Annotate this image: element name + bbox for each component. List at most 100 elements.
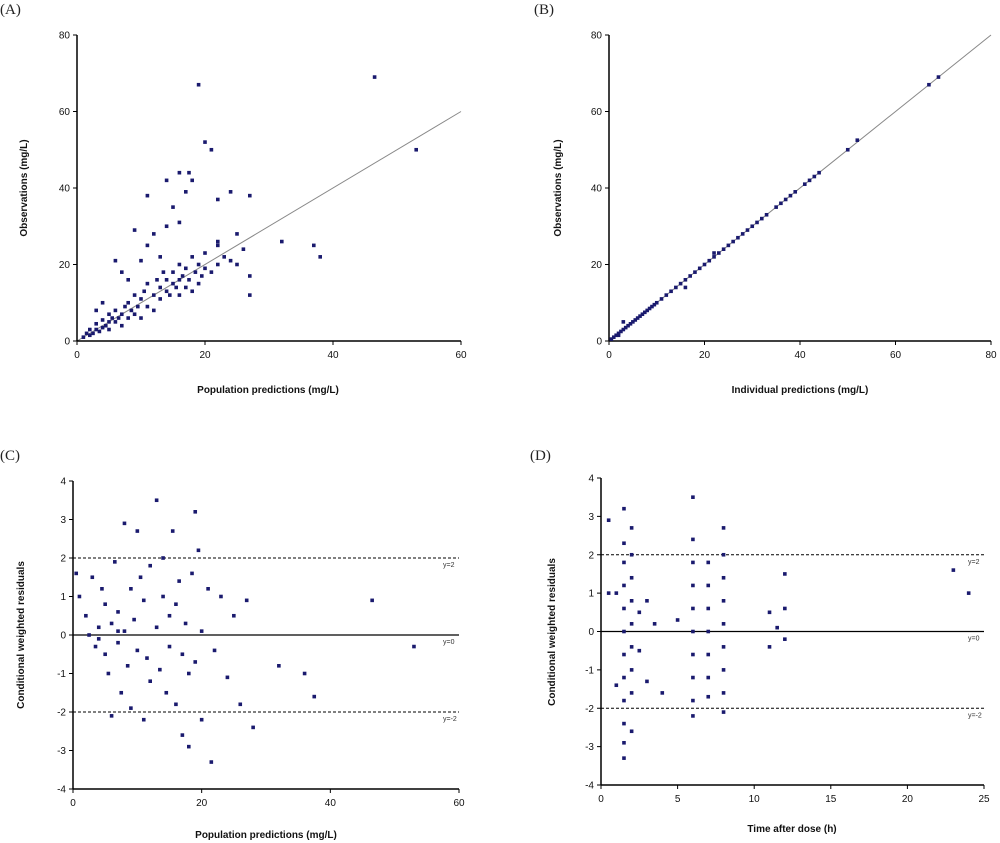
panel-d-data-point xyxy=(622,506,626,511)
panel-a-y-tick-label: 40 xyxy=(59,184,71,195)
panel-a-data-point xyxy=(209,270,214,274)
panel-b-data-point xyxy=(736,235,740,240)
panel-a-data-point xyxy=(104,323,108,328)
panel-d-y-tick-label: 2 xyxy=(588,550,594,561)
panel-d-data-point xyxy=(622,560,626,565)
panel-a-data-point xyxy=(203,140,207,144)
panel-b-data-point xyxy=(788,193,793,198)
panel-d-data-point xyxy=(783,606,787,611)
panel-a-data-point xyxy=(171,281,175,286)
panel-b-data-point xyxy=(635,316,640,320)
panel-a-data-point xyxy=(81,335,86,339)
panel-c-data-point xyxy=(109,621,114,626)
panel-b-data-point xyxy=(616,331,621,336)
panel-d-data-point xyxy=(614,683,619,688)
panel-a-data-point xyxy=(216,262,220,267)
panel-a-data-point xyxy=(228,258,233,263)
panel-a-x-tick-label: 40 xyxy=(327,350,339,361)
panel-a-data-point xyxy=(136,304,140,309)
panel-b-data-point xyxy=(845,147,850,152)
panel-c-data-point xyxy=(129,706,133,710)
panel-a-data-point xyxy=(171,205,175,209)
panel-d-x-tick-label: 10 xyxy=(749,794,761,805)
panel-d-data-point xyxy=(691,537,695,542)
panel-d-x-tick-label: 5 xyxy=(675,794,681,805)
panel-a-ylabel: Observations (mg/L) xyxy=(19,139,30,236)
panel-b-data-point xyxy=(664,293,669,297)
panel-a-data-point xyxy=(107,327,111,332)
panel-d-data-point xyxy=(721,710,726,714)
panel-d-data-point xyxy=(629,691,634,695)
panel-d-data-point xyxy=(721,668,726,672)
panel-b-data-point xyxy=(779,201,783,206)
panel-a-data-point xyxy=(200,274,204,278)
panel-c-data-point xyxy=(174,702,178,707)
panel-c-data-point xyxy=(187,744,191,749)
panel-c-reference-label: y=-2 xyxy=(443,716,457,723)
panel-c-data-point xyxy=(161,594,165,599)
panel-d-data-point xyxy=(637,610,642,615)
panel-b-data-point xyxy=(609,337,614,341)
panel-c-y-tick-label: -4 xyxy=(57,785,66,796)
panel-a-data-point xyxy=(312,243,316,248)
panel-c-data-point xyxy=(141,717,146,722)
panel-a-label: (A) xyxy=(0,2,21,18)
panel-a-data-point xyxy=(177,262,182,267)
panel-a-data-point xyxy=(190,289,194,294)
panel-d-data-point xyxy=(691,495,695,499)
panel-c-data-point xyxy=(190,571,194,576)
panel-c-data-point xyxy=(161,556,165,560)
panel-c-data-point xyxy=(141,598,146,603)
panel-c-data-point xyxy=(96,637,101,641)
panel-c-y-tick-label: -3 xyxy=(57,746,66,757)
panel-a-identity-line xyxy=(76,111,462,342)
panel-d-x-tick-label: 0 xyxy=(598,794,604,805)
panel-b-data-point xyxy=(633,318,638,322)
panel-d-y-tick-label: -4 xyxy=(585,781,594,792)
panel-a-data-point xyxy=(84,331,89,336)
panel-a-data-point xyxy=(110,316,114,320)
panel-c-data-point xyxy=(277,664,281,668)
panel-c-data-point xyxy=(206,587,210,591)
panel-a-data-point xyxy=(180,274,185,278)
panel-a-data-point xyxy=(164,289,169,294)
panel-a-data-point xyxy=(120,270,124,274)
panel-c-y-tick-label: 0 xyxy=(60,631,66,642)
panel-a-data-point xyxy=(139,297,143,301)
panel-d-reference-label: y=0 xyxy=(968,636,980,643)
panel-a-data-point xyxy=(196,82,201,87)
panel-d-data-point xyxy=(629,526,634,530)
panel-a-data-point xyxy=(100,300,105,305)
panel-a-data-point xyxy=(248,293,252,297)
panel-a-data-point xyxy=(248,193,252,198)
panel-c-data-point xyxy=(370,598,374,603)
panel-d-data-point xyxy=(629,622,634,626)
panel-c-data-point xyxy=(138,575,143,580)
panel-c-data-point xyxy=(77,594,82,599)
panel-b-data-point xyxy=(650,304,654,309)
panel-b-y-tick-label: 80 xyxy=(591,31,603,42)
panel-d-data-point xyxy=(691,652,695,657)
panel-b-x-tick-label: 60 xyxy=(890,350,902,361)
panel-c-data-point xyxy=(180,652,185,657)
panel-d-data-point xyxy=(775,625,779,630)
panel-d-data-point xyxy=(629,599,634,603)
panel-c-data-point xyxy=(199,629,204,633)
panel-a-data-point xyxy=(152,308,156,313)
panel-a-data-point xyxy=(100,325,105,330)
panel-a-data-point xyxy=(216,197,220,202)
panel-d-x-tick-label: 15 xyxy=(825,794,837,805)
panel-a-data-point xyxy=(155,278,159,282)
panel-b-data-point xyxy=(654,300,659,305)
panel-a-data-point xyxy=(132,312,137,317)
panel-b-y-tick-label: 0 xyxy=(596,337,602,348)
panel-b-data-point xyxy=(697,266,702,271)
panel-a-data-point xyxy=(113,320,118,324)
panel-a-data-point xyxy=(94,321,98,326)
panel-d-data-point xyxy=(614,591,619,595)
panel-b-data-point xyxy=(611,335,616,339)
panel-c-y-tick-label: -1 xyxy=(57,669,66,680)
panel-b-data-point xyxy=(802,182,807,186)
panel-d-data-point xyxy=(706,560,711,565)
